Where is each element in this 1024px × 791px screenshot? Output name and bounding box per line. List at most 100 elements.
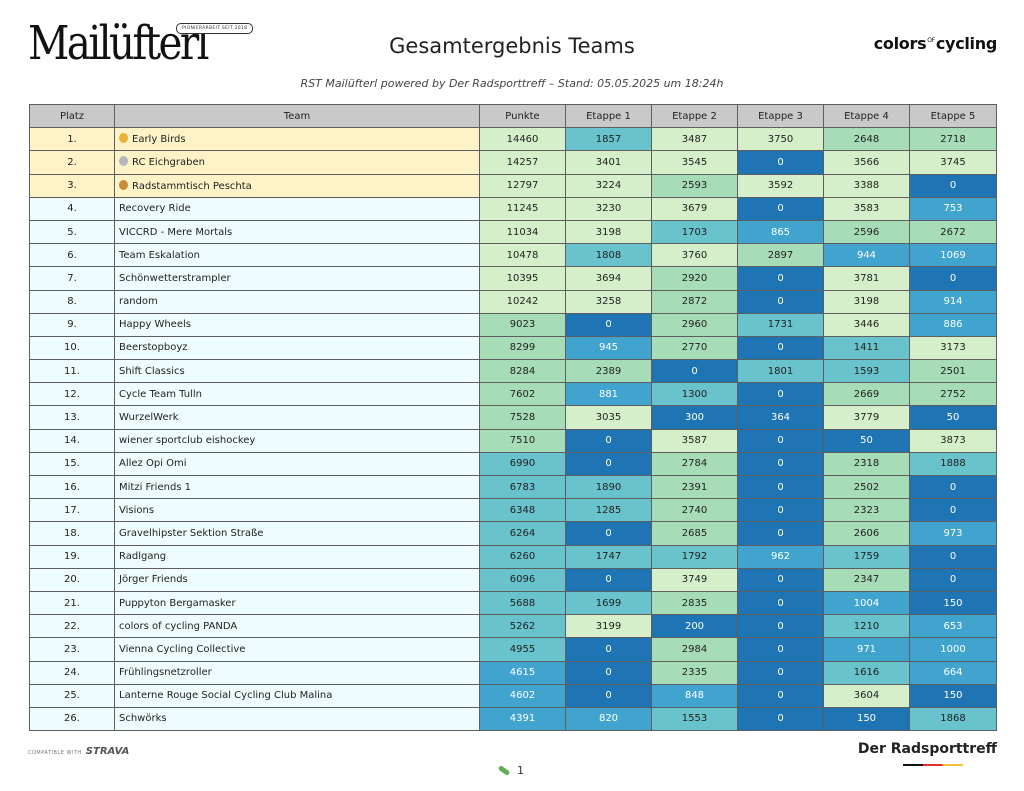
- etappe-2-cell: 2685: [651, 521, 738, 546]
- etappe-2-cell: 200: [651, 614, 738, 639]
- table-row: 21. Puppyton Bergamasker 5688 1699 2835 0 1004…: [29, 590, 997, 616]
- etappe-3-cell: 3750: [737, 127, 824, 152]
- etappe-5-cell: 886: [909, 312, 997, 337]
- etappe-3-cell: 0: [737, 428, 824, 453]
- punkte-cell: 6348: [479, 498, 566, 523]
- team-name: Allez Opi Omi: [119, 458, 187, 470]
- etappe-5-cell: 3873: [909, 428, 997, 453]
- etappe-5-cell: 973: [909, 521, 997, 546]
- etappe-2-cell: 2335: [651, 660, 738, 685]
- etappe-5-cell: 2672: [909, 219, 997, 245]
- etappe-4-cell: 1616: [823, 660, 910, 685]
- platz-cell: 2.: [29, 150, 115, 175]
- etappe-5-cell: 1000: [909, 637, 997, 662]
- etappe-3-cell: 0: [737, 521, 824, 546]
- etappe-4-cell: 2669: [823, 382, 910, 407]
- etappe-4-cell: 1759: [823, 544, 910, 569]
- table-row: 14. wiener sportclub eishockey 7510 0 3587 0 5…: [29, 428, 997, 453]
- strava-badge: COMPATIBLE WITH STRAVA: [28, 746, 129, 757]
- column-header-team: Team: [114, 103, 480, 129]
- etappe-2-cell: 2391: [651, 474, 738, 500]
- etappe-3-cell: 0: [737, 590, 824, 616]
- team-cell: Schwörks: [114, 706, 480, 732]
- team-cell: Lanterne Rouge Social Cycling Club Malin…: [114, 683, 480, 708]
- etappe-5-cell: 0: [909, 567, 997, 592]
- etappe-1-cell: 881: [565, 382, 652, 407]
- etappe-5-cell: 664: [909, 660, 997, 685]
- brand-part-cycling: cycling: [935, 34, 997, 53]
- etappe-1-cell: 0: [565, 521, 652, 546]
- table-row: 10. Beerstopboyz 8299 945 2770 0 1411 3173: [29, 335, 997, 361]
- etappe-3-cell: 0: [737, 289, 824, 314]
- brand-part-of: OF: [927, 37, 935, 44]
- platz-cell: 12.: [29, 382, 115, 407]
- results-table: Platz Team Punkte Etappe 1 Etappe 2 Etap…: [29, 103, 997, 732]
- etappe-4-cell: 1593: [823, 359, 910, 384]
- etappe-2-cell: 2920: [651, 266, 738, 291]
- etappe-1-cell: 3258: [565, 289, 652, 314]
- etappe-1-cell: 3230: [565, 196, 652, 221]
- etappe-3-cell: 0: [737, 150, 824, 175]
- platz-cell: 17.: [29, 498, 115, 523]
- etappe-3-cell: 0: [737, 196, 824, 221]
- team-name: Happy Wheels: [119, 319, 191, 331]
- etappe-1-cell: 0: [565, 567, 652, 592]
- table-row: 5. VICCRD - Mere Mortals 11034 3198 1703 865 2…: [29, 219, 997, 245]
- table-row: 23. Vienna Cycling Collective 4955 0 2984 0 97…: [29, 637, 997, 662]
- etappe-5-cell: 50: [909, 405, 997, 430]
- team-cell: Beerstopboyz: [114, 335, 480, 361]
- etappe-5-cell: 0: [909, 498, 997, 523]
- team-name: Radstammtisch Peschta: [132, 180, 252, 192]
- column-header-etappe-5: Etappe 5: [909, 103, 997, 129]
- team-cell: Allez Opi Omi: [114, 451, 480, 477]
- page-title: Gesamtergebnis Teams: [389, 34, 635, 58]
- etappe-2-cell: 300: [651, 405, 738, 430]
- etappe-3-cell: 0: [737, 266, 824, 291]
- etappe-5-cell: 3745: [909, 150, 997, 175]
- etappe-3-cell: 0: [737, 614, 824, 639]
- table-row: 13. WurzelWerk 7528 3035 300 364 3779 50: [29, 405, 997, 430]
- table-row: 1. Early Birds 14460 1857 3487 3750 2648 2718: [29, 127, 997, 152]
- etappe-5-cell: 0: [909, 544, 997, 569]
- team-name: Mitzi Friends 1: [119, 481, 192, 493]
- table-row: 17. Visions 6348 1285 2740 0 2323 0: [29, 498, 997, 523]
- mailuefterl-logo: Mailüfterl PIONIERARBEIT SEIT 2018: [28, 16, 254, 76]
- table-row: 3. Radstammtisch Peschta 12797 3224 2593 3592…: [29, 173, 997, 198]
- etappe-3-cell: 364: [737, 405, 824, 430]
- etappe-1-cell: 3401: [565, 150, 652, 175]
- etappe-4-cell: 3388: [823, 173, 910, 198]
- punkte-cell: 11034: [479, 219, 566, 245]
- team-cell: random: [114, 289, 480, 314]
- etappe-3-cell: 0: [737, 335, 824, 361]
- etappe-3-cell: 0: [737, 451, 824, 477]
- etappe-1-cell: 1857: [565, 127, 652, 152]
- team-cell: Jörger Friends: [114, 567, 480, 592]
- team-cell: colors of cycling PANDA: [114, 614, 480, 639]
- etappe-1-cell: 0: [565, 428, 652, 453]
- platz-cell: 20.: [29, 567, 115, 592]
- team-name: Early Birds: [132, 134, 186, 146]
- etappe-1-cell: 0: [565, 312, 652, 337]
- team-cell: Visions: [114, 498, 480, 523]
- table-row: 26. Schwörks 4391 820 1553 0 150 1868: [29, 706, 997, 732]
- etappe-5-cell: 753: [909, 196, 997, 221]
- table-row: 7. Schönwetterstrampler 10395 3694 2920 0 3781…: [29, 266, 997, 291]
- team-cell: Cycle Team Tulln: [114, 382, 480, 407]
- etappe-2-cell: 1553: [651, 706, 738, 732]
- strava-prefix: COMPATIBLE WITH: [28, 750, 82, 756]
- etappe-3-cell: 0: [737, 498, 824, 523]
- team-name: Gravelhipster Sektion Straße: [119, 527, 264, 539]
- team-name: random: [119, 296, 158, 308]
- table-row: 4. Recovery Ride 11245 3230 3679 0 3583 753: [29, 196, 997, 221]
- logo-tagline: PIONIERARBEIT SEIT 2018: [176, 23, 254, 34]
- etappe-1-cell: 0: [565, 451, 652, 477]
- column-header-etappe-2: Etappe 2: [651, 103, 738, 129]
- team-cell: Early Birds: [114, 127, 480, 152]
- team-name: Vienna Cycling Collective: [119, 643, 246, 655]
- team-cell: Schönwetterstrampler: [114, 266, 480, 291]
- table-row: 9. Happy Wheels 9023 0 2960 1731 3446 886: [29, 312, 997, 337]
- platz-cell: 1.: [29, 127, 115, 152]
- etappe-1-cell: 1285: [565, 498, 652, 523]
- punkte-cell: 6990: [479, 451, 566, 477]
- team-cell: VICCRD - Mere Mortals: [114, 219, 480, 245]
